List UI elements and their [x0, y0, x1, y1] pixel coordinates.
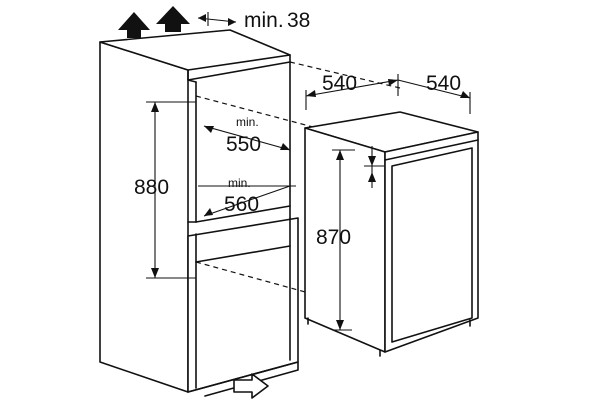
label-appliance-width: 540 [322, 72, 357, 95]
label-niche-depth-lower-value: 560 [224, 193, 259, 216]
fridge-door [391, 147, 473, 343]
air-flow-up-arrow [156, 6, 190, 32]
built-in-fridge [304, 111, 479, 357]
dimension-lines [146, 12, 471, 331]
air-flow-up-arrow [118, 12, 150, 38]
label-top-clearance-value: 38 [287, 9, 310, 32]
air-flow-arrows [118, 6, 269, 399]
dimension-labels: min. 38 540 540 880 min. 550 min. 560 87… [134, 9, 461, 249]
label-appliance-depth: 540 [426, 72, 461, 95]
label-niche-depth-upper-value: 550 [226, 133, 261, 156]
cabinet-side-panel [99, 41, 189, 393]
air-flow-in-arrow [233, 373, 269, 399]
label-top-clearance-min: min. [244, 9, 284, 32]
label-niche-depth-upper-min: min. [236, 115, 259, 129]
label-niche-depth-lower-min: min. [228, 176, 251, 190]
kitchen-cabinet [99, 29, 299, 397]
label-niche-height: 880 [134, 176, 169, 199]
label-appliance-height: 870 [316, 226, 351, 249]
